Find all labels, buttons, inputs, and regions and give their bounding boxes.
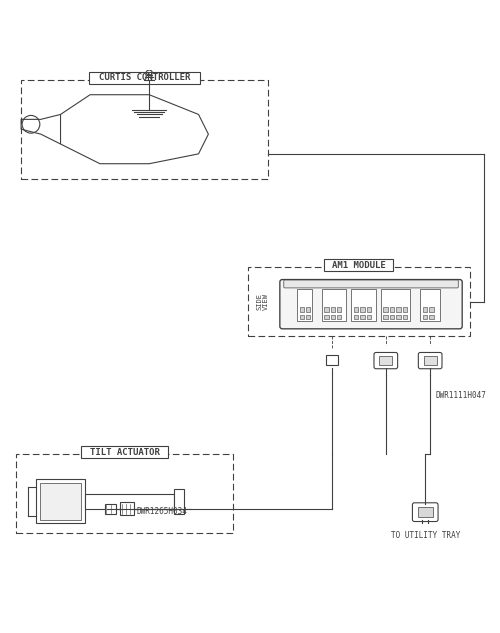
FancyBboxPatch shape (324, 315, 328, 319)
FancyBboxPatch shape (352, 289, 376, 322)
FancyBboxPatch shape (360, 315, 364, 319)
Text: AM1 MODULE: AM1 MODULE (332, 261, 386, 270)
FancyBboxPatch shape (89, 72, 200, 84)
FancyBboxPatch shape (306, 307, 310, 311)
FancyBboxPatch shape (423, 315, 427, 319)
FancyBboxPatch shape (337, 307, 342, 311)
FancyBboxPatch shape (330, 307, 335, 311)
FancyBboxPatch shape (423, 307, 427, 311)
FancyBboxPatch shape (105, 504, 116, 513)
FancyBboxPatch shape (174, 489, 184, 513)
FancyBboxPatch shape (384, 315, 388, 319)
FancyBboxPatch shape (424, 356, 436, 365)
Text: CURTIS CONTROLLER: CURTIS CONTROLLER (98, 73, 190, 82)
FancyBboxPatch shape (324, 259, 393, 271)
FancyBboxPatch shape (284, 280, 459, 288)
FancyBboxPatch shape (81, 446, 168, 458)
Text: SIDE
VIEW: SIDE VIEW (256, 293, 269, 310)
Text: TILT ACTUATOR: TILT ACTUATOR (90, 448, 160, 457)
FancyBboxPatch shape (280, 280, 462, 329)
FancyBboxPatch shape (300, 307, 304, 311)
FancyBboxPatch shape (330, 315, 335, 319)
FancyBboxPatch shape (381, 289, 410, 322)
FancyBboxPatch shape (306, 315, 310, 319)
FancyBboxPatch shape (412, 503, 438, 522)
Text: DWR1265H034: DWR1265H034 (137, 506, 188, 516)
FancyBboxPatch shape (85, 494, 174, 509)
FancyBboxPatch shape (326, 355, 338, 365)
FancyBboxPatch shape (300, 315, 304, 319)
FancyBboxPatch shape (366, 315, 371, 319)
FancyBboxPatch shape (337, 315, 342, 319)
Text: DWR1111H047: DWR1111H047 (435, 391, 486, 400)
FancyBboxPatch shape (366, 307, 371, 311)
FancyBboxPatch shape (297, 289, 312, 322)
FancyBboxPatch shape (324, 307, 328, 311)
FancyBboxPatch shape (354, 315, 358, 319)
FancyBboxPatch shape (402, 315, 407, 319)
FancyBboxPatch shape (36, 479, 85, 523)
FancyBboxPatch shape (390, 315, 394, 319)
Text: TO UTILITY TRAY: TO UTILITY TRAY (390, 531, 460, 540)
FancyBboxPatch shape (21, 80, 268, 179)
FancyBboxPatch shape (40, 483, 81, 520)
FancyBboxPatch shape (418, 507, 432, 517)
FancyBboxPatch shape (354, 307, 358, 311)
FancyBboxPatch shape (322, 289, 346, 322)
FancyBboxPatch shape (396, 307, 400, 311)
FancyBboxPatch shape (384, 307, 388, 311)
FancyBboxPatch shape (248, 267, 470, 336)
FancyBboxPatch shape (429, 315, 434, 319)
FancyBboxPatch shape (120, 503, 134, 515)
FancyBboxPatch shape (429, 307, 434, 311)
FancyBboxPatch shape (396, 315, 400, 319)
FancyBboxPatch shape (380, 356, 392, 365)
FancyBboxPatch shape (374, 353, 398, 369)
FancyBboxPatch shape (16, 454, 233, 534)
FancyBboxPatch shape (360, 307, 364, 311)
FancyBboxPatch shape (390, 307, 394, 311)
FancyBboxPatch shape (402, 307, 407, 311)
FancyBboxPatch shape (420, 289, 440, 322)
FancyBboxPatch shape (418, 353, 442, 369)
